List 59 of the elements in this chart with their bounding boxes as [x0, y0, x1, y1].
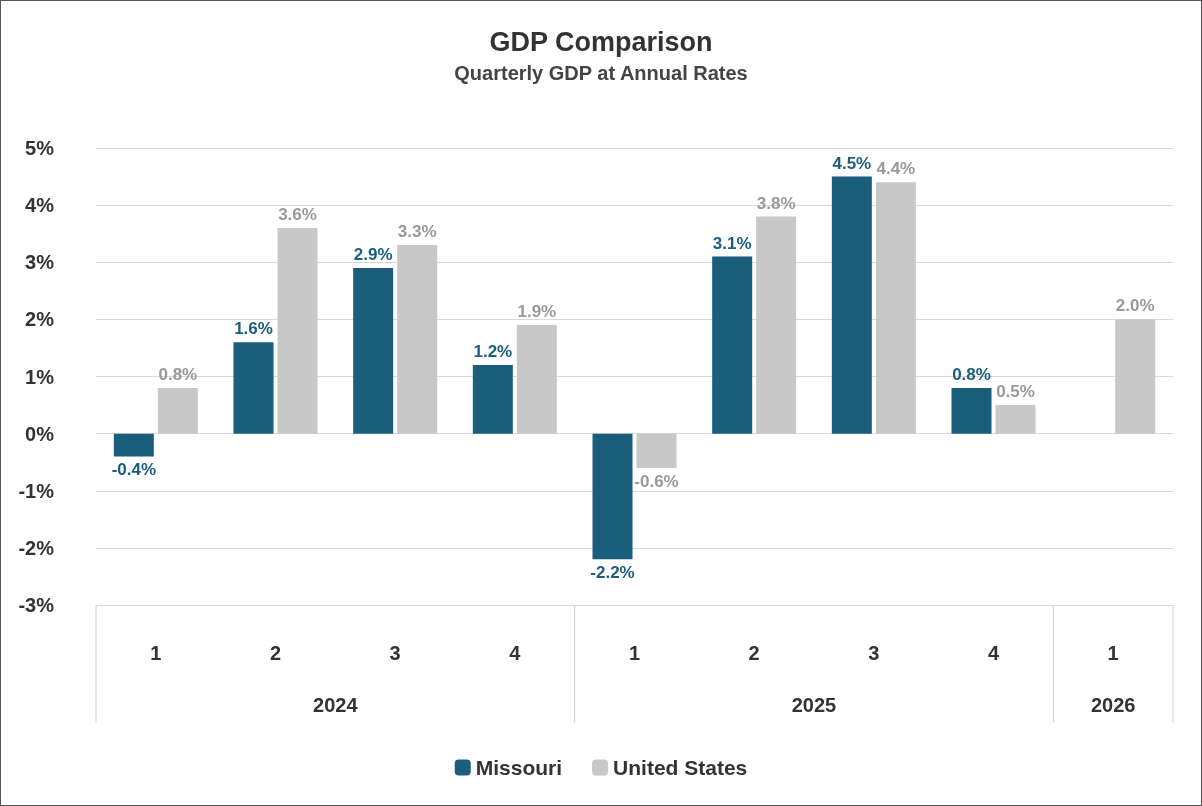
legend-label: Missouri [475, 756, 563, 779]
bar [712, 256, 753, 434]
text: 2024 [313, 694, 359, 716]
bar [397, 245, 438, 434]
bar [353, 267, 394, 434]
data-label: -0.4% [111, 460, 157, 480]
text: 2026 [1090, 694, 1136, 716]
legend-label: United States [613, 756, 748, 779]
x-tick-label: 2 [269, 642, 282, 664]
bar [951, 387, 992, 434]
chart-subtitle: Quarterly GDP at Annual Rates [454, 62, 748, 84]
data-label: 0.5% [996, 382, 1035, 402]
x-tick-label: 3 [389, 642, 401, 664]
bar [277, 227, 318, 434]
data-label: 1.9% [517, 302, 557, 322]
y-tick-label: -2% [18, 536, 55, 559]
y-tick-label: -3% [18, 594, 55, 616]
data-label: 2.0% [1115, 296, 1155, 316]
bar [875, 182, 916, 434]
y-tick-label: -1% [18, 479, 55, 502]
bar [157, 387, 198, 434]
bar [516, 325, 557, 434]
data-label: 3.1% [712, 233, 752, 253]
data-label: 3.3% [397, 222, 437, 242]
chart-title: GDP Comparison [489, 26, 713, 57]
y-tick-label: 1% [25, 365, 55, 388]
bar [1115, 319, 1156, 434]
bar [472, 365, 513, 434]
x-tick-label: 4 [987, 642, 1000, 664]
bar [831, 176, 872, 434]
data-label: 0.8% [158, 364, 198, 384]
x-tick-label: 1 [628, 642, 641, 664]
x-tick-label: 1 [150, 642, 162, 664]
y-tick-label: 3% [25, 251, 55, 274]
data-label: -2.2% [590, 563, 635, 583]
bar [995, 405, 1036, 434]
bar [113, 433, 154, 457]
x-tick-label: 2 [748, 642, 760, 664]
bar [592, 433, 633, 560]
data-label: 0.8% [952, 364, 991, 384]
data-label: 1.6% [234, 319, 273, 339]
text: 2025 [791, 694, 837, 716]
bar [636, 433, 677, 468]
y-tick-label: 2% [25, 308, 55, 331]
data-label: 2.9% [353, 244, 393, 264]
x-tick-label: 4 [509, 642, 522, 664]
data-label: -0.6% [634, 471, 679, 491]
data-label: 4.4% [876, 159, 916, 179]
x-tick-label: 3 [868, 642, 880, 664]
data-label: 3.8% [756, 193, 796, 213]
data-label: 4.5% [832, 153, 872, 173]
bar [233, 342, 274, 434]
y-tick-label: 0% [25, 422, 55, 445]
y-tick-label: 5% [25, 137, 55, 159]
y-tick-label: 4% [25, 194, 55, 217]
data-label: 3.6% [278, 204, 317, 224]
data-label: 1.2% [473, 342, 513, 362]
x-tick-label: 1 [1107, 642, 1119, 664]
bar [756, 216, 797, 434]
